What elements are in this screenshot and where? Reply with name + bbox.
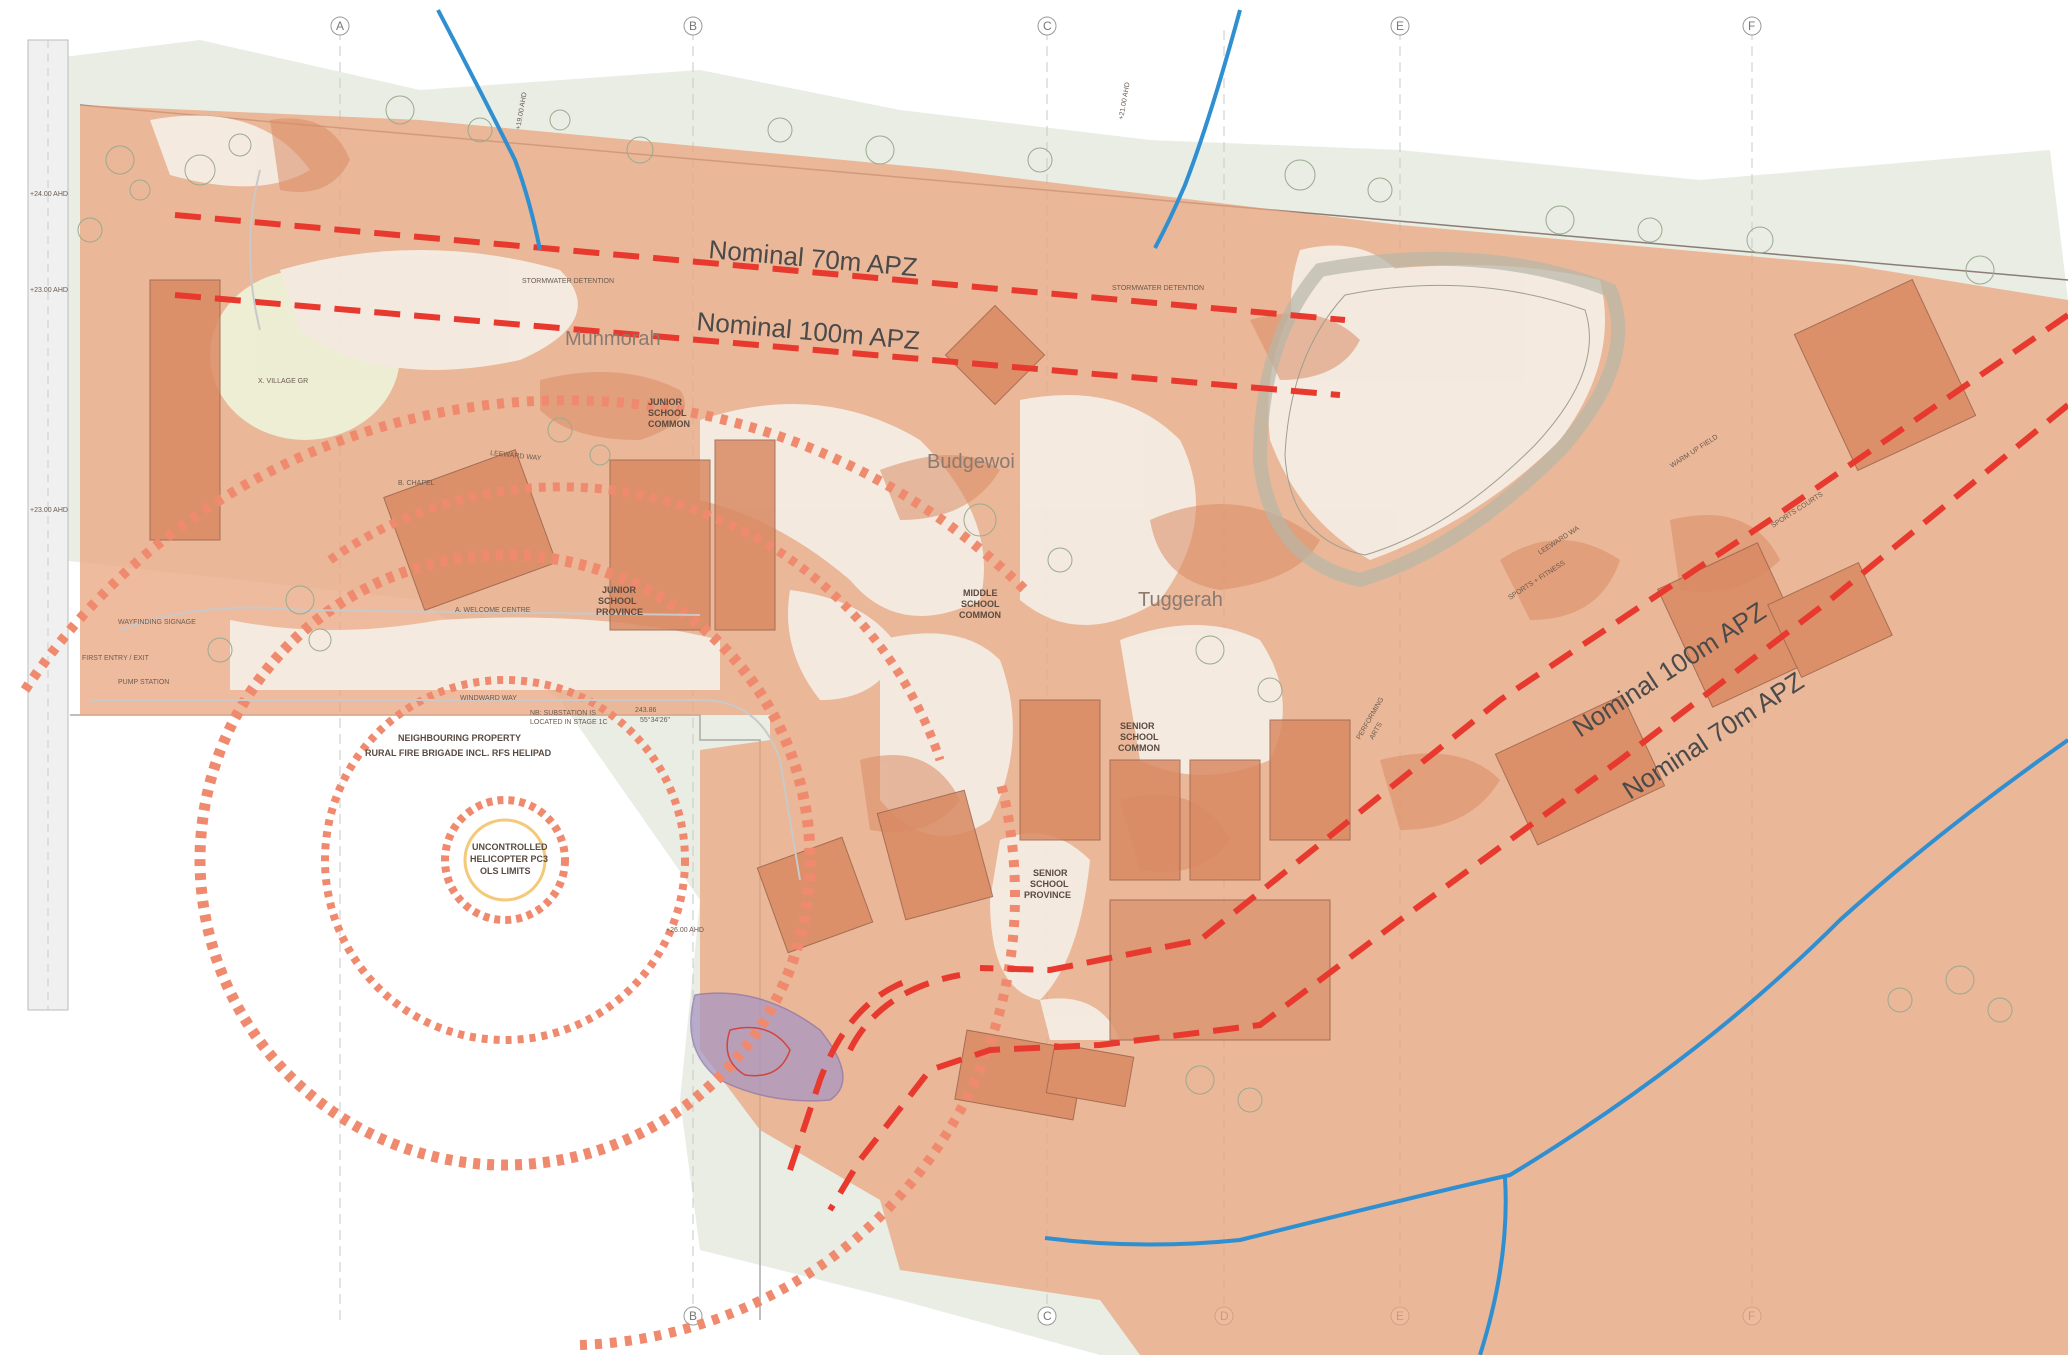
grid-label-e: E [1396, 19, 1404, 33]
ols-line2: HELICOPTER PC3 [470, 854, 548, 864]
label-junior-common-1: JUNIOR [648, 397, 683, 407]
label-senior-province-2: SCHOOL [1030, 879, 1069, 889]
label-senior-province-3: PROVINCE [1024, 890, 1071, 900]
grid-label-bottom-b: B [689, 1309, 697, 1323]
grid-label-b: B [689, 19, 697, 33]
helipad-neighbour-line1: NEIGHBOURING PROPERTY [398, 733, 521, 743]
grid-label-a: A [336, 19, 344, 33]
label-bearing: 243.86 [635, 707, 657, 714]
grid-label-bottom-c: C [1043, 1309, 1052, 1323]
grid-label-f: F [1748, 19, 1755, 33]
label-village-green: X. VILLAGE GR [258, 378, 308, 385]
label-substation-2: LOCATED IN STAGE 1C [530, 719, 608, 726]
label-middle-2: SCHOOL [961, 599, 1000, 609]
label-middle-3: COMMON [959, 610, 1001, 620]
label-senior-common-2: SCHOOL [1120, 732, 1159, 742]
label-wayfinding: WAYFINDING SIGNAGE [118, 619, 196, 626]
apz-dashed-lines [174, 212, 2068, 1212]
label-ahd-2: +23.00 AHD [30, 287, 68, 294]
label-ahd-3: +23.00 AHD [30, 507, 68, 514]
zone-munmorah: Munmorah [565, 328, 661, 350]
zone-budgewoi: Budgewoi [927, 451, 1015, 473]
helipad-neighbour-line2: RURAL FIRE BRIGADE INCL. RFS HELIPAD [365, 748, 552, 758]
ols-dotted-circles [20, 395, 1029, 1350]
ols-line1: UNCONTROLLED [472, 842, 548, 852]
label-junior-province-2: SCHOOL [598, 596, 637, 606]
label-junior-province-1: JUNIOR [602, 585, 637, 595]
purple-zone-inner [726, 1026, 791, 1077]
label-senior-province-1: SENIOR [1033, 868, 1068, 878]
purple-zone [690, 992, 844, 1102]
label-first-entry: FIRST ENTRY / EXIT [82, 655, 150, 662]
label-stormwater-2: STORMWATER DETENTION [1112, 285, 1204, 292]
label-senior-common-1: SENIOR [1120, 721, 1155, 731]
zone-tuggerah: Tuggerah [1138, 589, 1223, 611]
trees [77, 95, 2013, 1113]
creek-lines [436, 9, 2068, 1355]
label-junior-common-3: COMMON [648, 419, 690, 429]
label-ahd-1: +24.00 AHD [30, 191, 68, 198]
label-windward-way: WINDWARD WAY [460, 695, 517, 702]
label-stormwater-1: STORMWATER DETENTION [522, 278, 614, 285]
label-middle-1: MIDDLE [963, 588, 998, 598]
ols-line3: OLS LIMITS [480, 866, 531, 876]
label-substation-1: NB: SUBSTATION IS [530, 710, 596, 717]
label-bearing-2: 55°34'26" [640, 716, 670, 724]
grid-label-c: C [1043, 19, 1052, 33]
label-junior-province-3: PROVINCE [596, 607, 643, 617]
internal-roads [90, 169, 801, 881]
label-ahd-4: +26.00 AHD [666, 927, 704, 934]
label-welcome-centre: A. WELCOME CENTRE [455, 607, 531, 614]
helipad-marker [463, 818, 547, 902]
grid-labels-top: A B C E F [330, 16, 1762, 36]
running-track [1252, 251, 1626, 588]
label-senior-common-3: COMMON [1118, 743, 1160, 753]
label-chapel: B. CHAPEL [398, 480, 435, 487]
label-junior-common-2: SCHOOL [648, 408, 687, 418]
label-pump-station: PUMP STATION [118, 679, 169, 686]
